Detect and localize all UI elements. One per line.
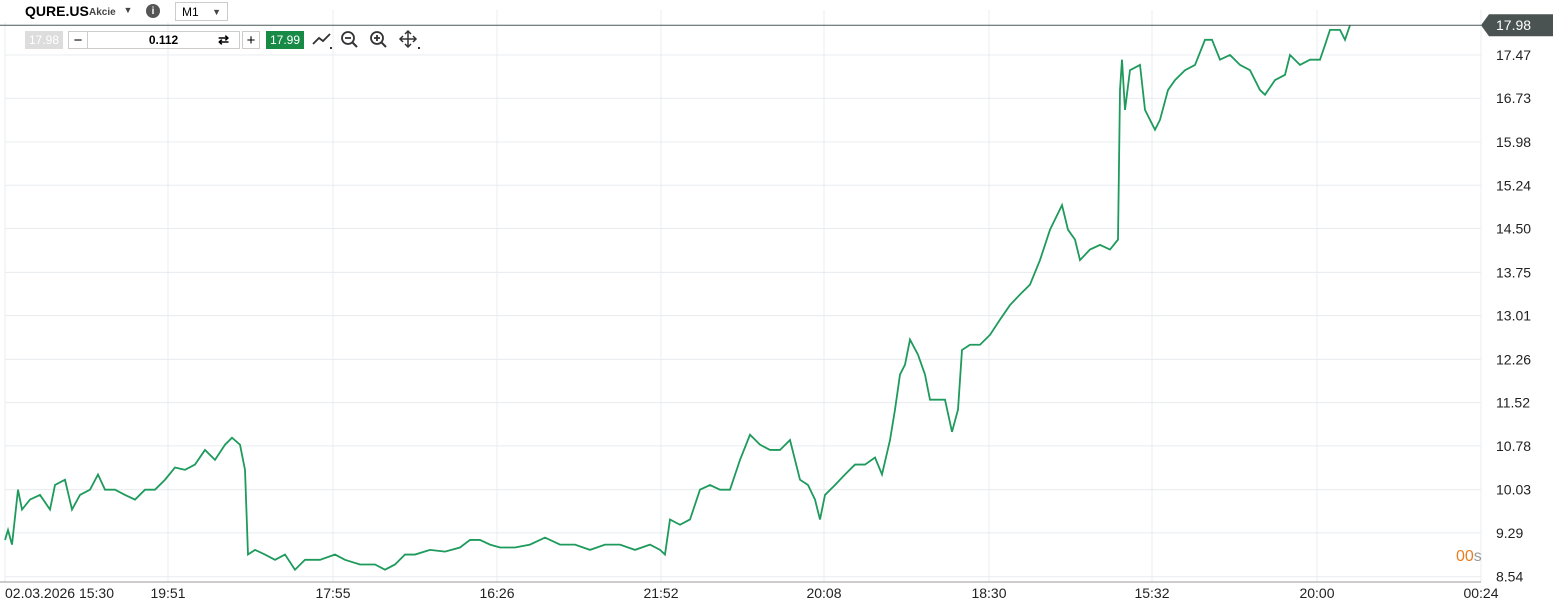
x-tick-label: 15:32 (1134, 585, 1169, 599)
y-tick-label: 17.47 (1496, 47, 1531, 63)
y-tick-label: 15.98 (1496, 134, 1531, 150)
volume: 0.112 (148, 33, 179, 47)
countdown: 00 (1456, 548, 1474, 565)
x-tick-label: 17:55 (315, 585, 350, 599)
y-tick-label: 15.24 (1496, 177, 1531, 193)
x-tick-label: 00:24 (1463, 585, 1498, 599)
bid-button[interactable]: 17.98 (25, 31, 63, 49)
x-tick-label: 21:52 (643, 585, 678, 599)
line-type-icon[interactable] (312, 33, 331, 45)
y-tick-label: 16.73 (1496, 90, 1531, 106)
symbol[interactable]: QURE.US (25, 3, 89, 19)
ask-button[interactable]: 17.99 (266, 31, 304, 49)
countdown-timer: 00 s (1456, 547, 1482, 567)
asset-class: Akcie (89, 6, 116, 18)
x-tick-label: 20:00 (1299, 585, 1334, 599)
y-tick-label: 10.03 (1496, 482, 1531, 498)
info-button[interactable]: i (146, 4, 160, 18)
dropdown-arrow: ▼ (212, 6, 221, 17)
y-tick-label: 8.54 (1496, 569, 1523, 585)
y-tick-label: 14.50 (1496, 221, 1531, 237)
y-tick-label: 9.29 (1496, 525, 1523, 541)
handle (351, 41, 358, 48)
timeframe-select[interactable]: M1 ▼ (175, 2, 228, 21)
zoom-in-icon[interactable] (370, 31, 384, 45)
y-tick-label: 13.01 (1496, 308, 1531, 324)
x-tick-label: 20:08 (806, 585, 841, 599)
handle (380, 41, 387, 48)
timeframe: M1 (182, 4, 199, 19)
toolbar-bg (0, 0, 235, 22)
tool-icons (312, 29, 420, 49)
volume-input[interactable]: 0.112 ⇄ (88, 31, 240, 49)
volume-plus[interactable]: + (242, 31, 260, 49)
corner (418, 47, 420, 49)
x-tick-label: 18:30 (971, 585, 1006, 599)
swap-icon: ⇄ (218, 32, 229, 47)
corner (330, 47, 332, 49)
x-tick-label: 16:26 (479, 585, 514, 599)
y-tick-label: 10.78 (1496, 438, 1531, 454)
y-tick-label: 11.52 (1496, 395, 1530, 411)
x-tick-label: 19:51 (150, 585, 185, 599)
volume-minus[interactable]: − (68, 31, 88, 49)
zoom-out-icon[interactable] (341, 31, 355, 45)
y-tick-label: 12.26 (1496, 351, 1531, 367)
pan-icon[interactable] (398, 29, 418, 49)
price-line (4, 24, 1351, 572)
last-price-label: 17.98 (1496, 17, 1531, 33)
x-tick-label: 02.03.2026 15:30 (5, 585, 114, 599)
symbol-dropdown[interactable]: ▼ (123, 5, 133, 15)
y-tick-label: 13.75 (1496, 264, 1531, 280)
countdown-unit: s (1473, 548, 1482, 565)
last-price-tag (1481, 14, 1553, 37)
